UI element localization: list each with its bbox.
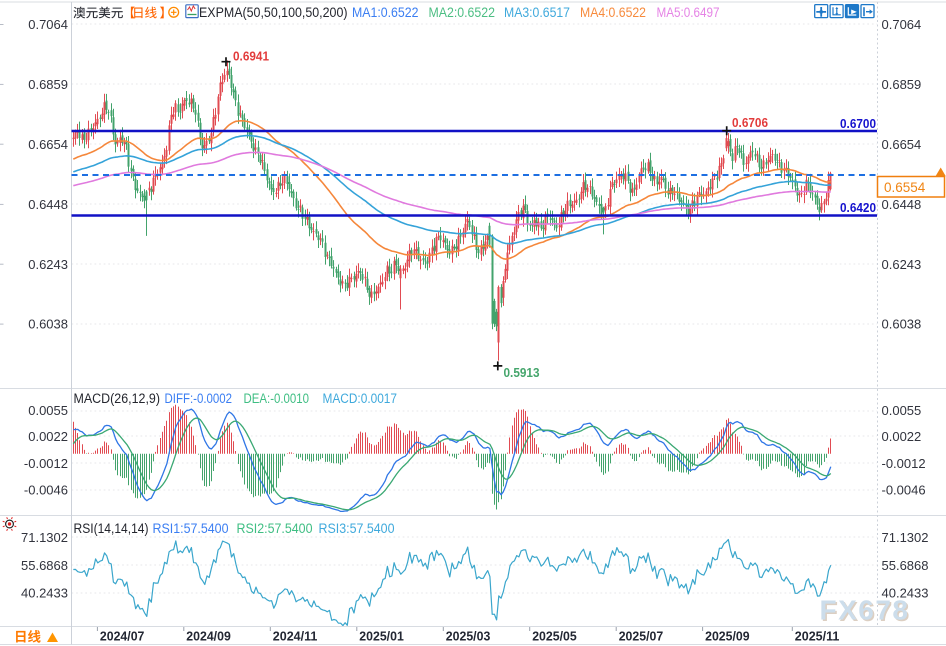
svg-text:2025/01: 2025/01 bbox=[359, 629, 404, 644]
svg-text:RSI2:57.5400: RSI2:57.5400 bbox=[237, 521, 313, 536]
svg-text:-0.0012: -0.0012 bbox=[882, 456, 926, 471]
svg-text:0.6941: 0.6941 bbox=[233, 49, 269, 64]
svg-text:2024/07: 2024/07 bbox=[100, 629, 144, 644]
svg-text:40.2433: 40.2433 bbox=[21, 586, 68, 601]
svg-text:MA5:0.6497: MA5:0.6497 bbox=[657, 5, 720, 20]
svg-text:71.1302: 71.1302 bbox=[21, 530, 68, 545]
svg-text:0.5913: 0.5913 bbox=[504, 365, 540, 380]
svg-text:DIFF:-0.0002: DIFF:-0.0002 bbox=[165, 391, 233, 406]
svg-text:RSI1:57.5400: RSI1:57.5400 bbox=[153, 521, 229, 536]
svg-text:2024/11: 2024/11 bbox=[273, 629, 318, 644]
svg-text:RSI(14,14,14): RSI(14,14,14) bbox=[74, 521, 149, 536]
svg-text:0.0055: 0.0055 bbox=[882, 403, 922, 418]
svg-text:0.6243: 0.6243 bbox=[28, 257, 68, 272]
svg-text:2025/07: 2025/07 bbox=[619, 629, 664, 644]
svg-text:MA4:0.6522: MA4:0.6522 bbox=[580, 5, 646, 20]
svg-text:0.7064: 0.7064 bbox=[28, 17, 68, 32]
svg-text:40.2433: 40.2433 bbox=[882, 586, 929, 601]
svg-text:0.6554: 0.6554 bbox=[884, 180, 926, 195]
svg-text:0.6448: 0.6448 bbox=[882, 197, 922, 212]
svg-text:0.0022: 0.0022 bbox=[28, 429, 68, 444]
svg-text:FX678: FX678 bbox=[821, 596, 911, 627]
svg-text:-0.0012: -0.0012 bbox=[24, 456, 68, 471]
svg-text:MA2:0.6522: MA2:0.6522 bbox=[429, 5, 496, 20]
svg-text:0.6448: 0.6448 bbox=[28, 197, 68, 212]
svg-text:MA3:0.6517: MA3:0.6517 bbox=[504, 5, 570, 20]
svg-text:-0.0046: -0.0046 bbox=[882, 483, 926, 498]
svg-text:71.1302: 71.1302 bbox=[882, 530, 929, 545]
svg-text:0.6243: 0.6243 bbox=[882, 257, 922, 272]
svg-text:EXPMA(50,50,100,50,200): EXPMA(50,50,100,50,200) bbox=[199, 5, 348, 20]
svg-text:0.7064: 0.7064 bbox=[882, 17, 922, 32]
svg-text:2024/09: 2024/09 bbox=[186, 629, 231, 644]
svg-text:0.6859: 0.6859 bbox=[882, 77, 922, 92]
svg-text:55.6868: 55.6868 bbox=[21, 558, 68, 573]
svg-text:0.6420: 0.6420 bbox=[840, 200, 876, 215]
svg-text:FX678: FX678 bbox=[820, 595, 910, 626]
svg-text:0.6654: 0.6654 bbox=[882, 137, 922, 152]
svg-text:2025/05: 2025/05 bbox=[532, 629, 577, 644]
svg-text:MACD:0.0017: MACD:0.0017 bbox=[323, 391, 398, 406]
svg-text:0.6706: 0.6706 bbox=[732, 115, 768, 130]
svg-text:0.6700: 0.6700 bbox=[840, 116, 876, 131]
svg-text:2025/03: 2025/03 bbox=[446, 629, 491, 644]
svg-text:MACD(26,12,9): MACD(26,12,9) bbox=[74, 391, 161, 406]
svg-text:2025/11: 2025/11 bbox=[795, 629, 840, 644]
svg-text:MA1:0.6522: MA1:0.6522 bbox=[352, 5, 419, 20]
svg-text:0.6654: 0.6654 bbox=[28, 137, 68, 152]
svg-text:55.6868: 55.6868 bbox=[882, 558, 929, 573]
svg-text:DEA:-0.0010: DEA:-0.0010 bbox=[244, 391, 310, 406]
svg-text:0.6859: 0.6859 bbox=[28, 77, 68, 92]
svg-text:2025/09: 2025/09 bbox=[705, 629, 750, 644]
svg-text:0.0055: 0.0055 bbox=[28, 403, 68, 418]
svg-text:0.0022: 0.0022 bbox=[882, 429, 922, 444]
svg-text:RSI3:57.5400: RSI3:57.5400 bbox=[319, 521, 395, 536]
svg-text:0.6038: 0.6038 bbox=[882, 317, 922, 332]
svg-text:0.6038: 0.6038 bbox=[28, 317, 68, 332]
svg-text:-0.0046: -0.0046 bbox=[24, 483, 68, 498]
